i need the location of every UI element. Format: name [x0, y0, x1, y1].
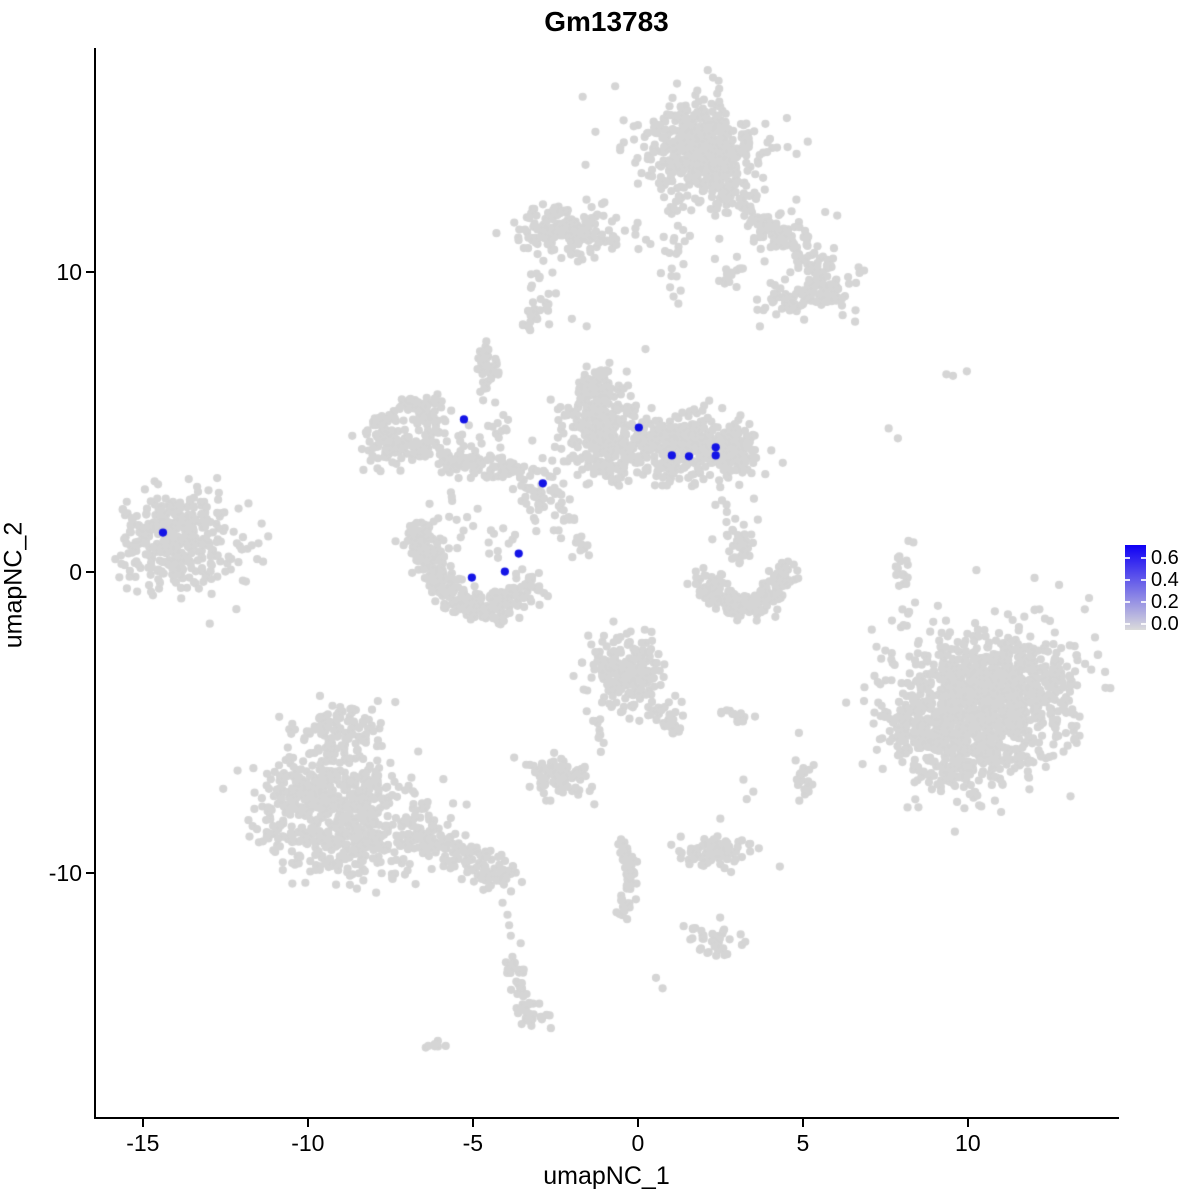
x-tick-label: 10 — [955, 1130, 981, 1156]
x-tick-mark — [966, 1119, 969, 1127]
legend-tick-notch — [1141, 601, 1146, 604]
x-axis-line — [94, 1117, 1119, 1119]
legend-tick-notch — [1141, 622, 1146, 625]
y-tick-mark — [86, 571, 94, 574]
x-tick-label: -10 — [291, 1130, 325, 1156]
legend-tick-notch — [1125, 557, 1130, 560]
legend-tick-notch — [1125, 579, 1130, 582]
umap-points-canvas — [95, 48, 1118, 1118]
legend-tick-label: 0.2 — [1151, 591, 1179, 614]
x-tick-mark — [306, 1119, 309, 1127]
legend-tick-label: 0.0 — [1151, 612, 1179, 635]
legend-tick-notch — [1141, 579, 1146, 582]
y-axis-label: umapNC_2 — [0, 521, 28, 649]
y-tick-label: -10 — [48, 859, 82, 886]
y-tick-mark — [86, 871, 94, 874]
plot-panel — [95, 48, 1118, 1118]
x-axis-label: umapNC_1 — [543, 1162, 670, 1190]
x-tick-mark — [471, 1119, 474, 1127]
x-tick-label: -15 — [126, 1130, 160, 1156]
legend-tick-notch — [1141, 557, 1146, 560]
legend-tick-notch — [1125, 601, 1130, 604]
legend-tick-notch — [1125, 622, 1130, 625]
x-tick-label: 5 — [796, 1130, 810, 1156]
x-tick-label: 0 — [631, 1130, 645, 1156]
y-tick-label: 0 — [69, 559, 82, 586]
plot-title: Gm13783 — [544, 6, 669, 37]
x-tick-label: -5 — [462, 1130, 484, 1156]
x-tick-mark — [141, 1119, 144, 1127]
legend-tick-label: 0.4 — [1151, 569, 1179, 592]
legend-tick-label: 0.6 — [1151, 547, 1179, 570]
y-tick-mark — [86, 271, 94, 274]
x-tick-mark — [801, 1119, 804, 1127]
legend-colorbar — [1125, 545, 1146, 630]
y-axis-line — [94, 48, 96, 1119]
y-tick-label: 10 — [56, 259, 82, 286]
x-tick-mark — [636, 1119, 639, 1127]
